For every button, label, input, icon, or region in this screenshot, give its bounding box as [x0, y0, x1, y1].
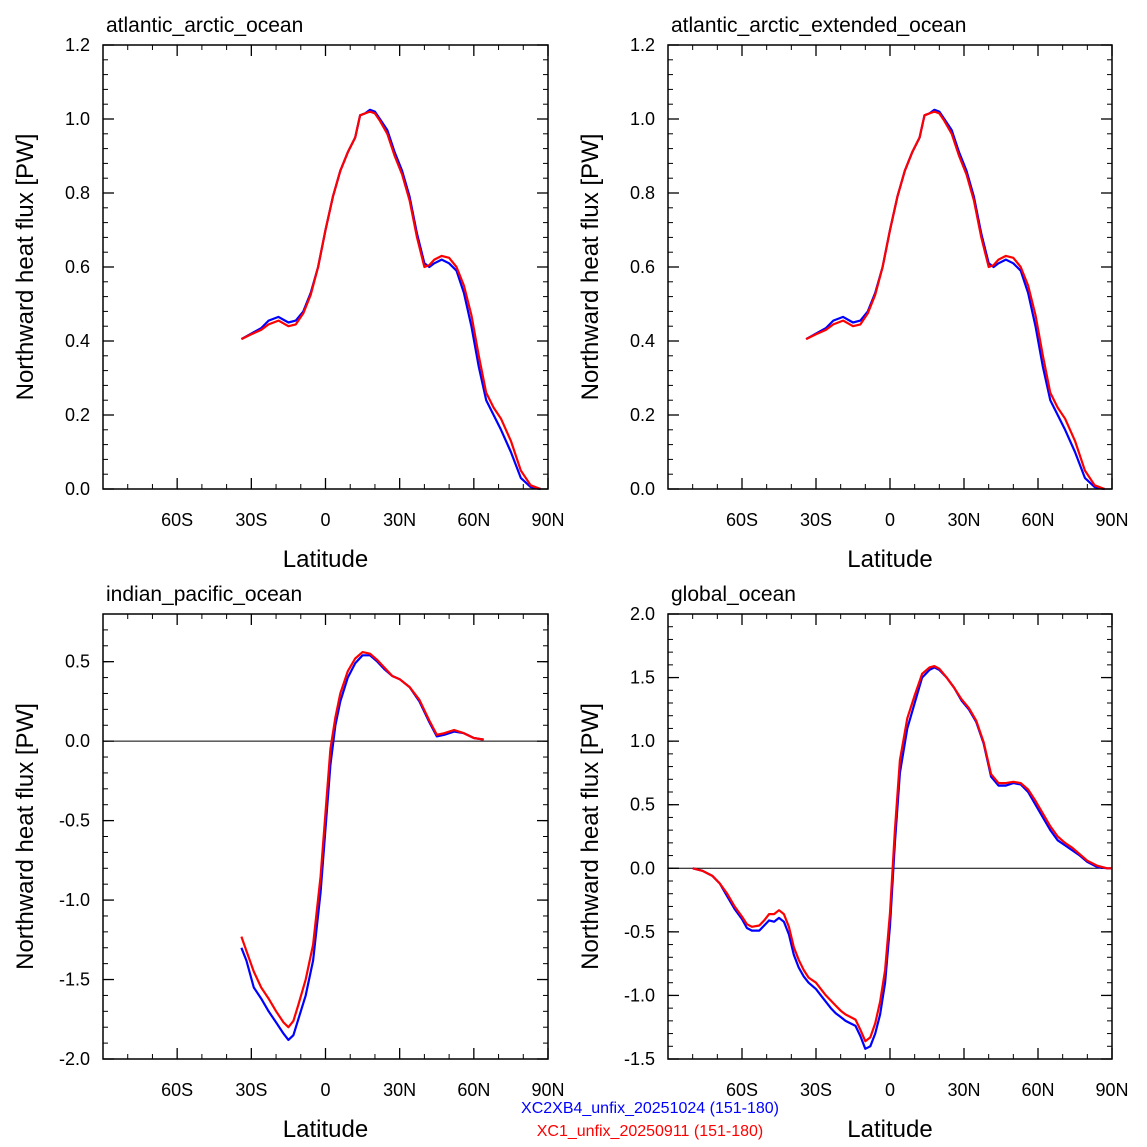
x-tick-label: 30S	[235, 1080, 267, 1100]
plot-frame	[667, 613, 1113, 1060]
x-tick-label: 30N	[383, 1080, 416, 1100]
y-tick-label: 0.5	[65, 652, 90, 672]
x-tick-label: 60S	[726, 510, 758, 530]
x-tick-label: 0	[320, 1080, 330, 1100]
x-tick-label: 30S	[235, 510, 267, 530]
y-tick-label: 1.5	[630, 668, 655, 688]
series-line-red	[692, 665, 1112, 1043]
x-tick-label: 30N	[383, 510, 416, 530]
x-tick-label: 0	[885, 1080, 895, 1100]
series-line-blue	[240, 654, 484, 1041]
x-axis-label: Latitude	[847, 1116, 932, 1143]
y-tick-label: 0.0	[630, 479, 655, 499]
panel-title: atlantic_arctic_ocean	[106, 14, 303, 37]
y-tick-label: -0.5	[624, 922, 655, 942]
x-tick-label: 90N	[1095, 510, 1128, 530]
y-tick-label: 0.5	[630, 795, 655, 815]
panel-title: global_ocean	[671, 583, 796, 606]
y-tick-label: -1.5	[59, 970, 90, 990]
plot-frame	[102, 44, 549, 490]
x-tick-label: 60N	[1021, 1080, 1054, 1100]
plot-frame	[667, 44, 1113, 490]
x-axis-label: Latitude	[283, 1116, 368, 1143]
y-tick-label: 0.6	[630, 257, 655, 277]
y-tick-label: 1.2	[65, 35, 90, 55]
series-line-blue	[805, 108, 1105, 491]
panel-title: indian_pacific_ocean	[106, 583, 302, 606]
y-axis-label: Northward heat flux [PW]	[12, 134, 39, 401]
y-axis-label: Northward heat flux [PW]	[577, 134, 604, 401]
series-line-blue	[692, 666, 1112, 1050]
y-tick-label: 0.8	[65, 183, 90, 203]
series-line-red	[240, 651, 484, 1029]
y-tick-label: -0.5	[59, 811, 90, 831]
x-tick-label: 0	[885, 510, 895, 530]
y-tick-label: 0.0	[65, 479, 90, 499]
y-tick-label: 0.2	[630, 405, 655, 425]
plot-frame	[102, 613, 549, 1060]
x-tick-label: 60N	[457, 510, 490, 530]
y-tick-label: -1.0	[624, 985, 655, 1005]
series-line-blue	[240, 108, 541, 491]
x-tick-label: 90N	[531, 1080, 564, 1100]
y-tick-label: 0.4	[630, 331, 655, 351]
legend-entry-blue: XC2XB4_unfix_20251024 (151-180)	[521, 1100, 779, 1117]
x-tick-label: 60N	[457, 1080, 490, 1100]
x-tick-label: 0	[320, 510, 330, 530]
x-axis-label: Latitude	[847, 546, 932, 573]
panel-title: atlantic_arctic_extended_ocean	[671, 14, 966, 37]
x-tick-label: 30N	[947, 1080, 980, 1100]
x-tick-label: 60S	[726, 1080, 758, 1100]
series-line-red	[240, 110, 541, 491]
panel-atlantic-arctic-ocean: atlantic_arctic_ocean 60S 30S 0 30N 60N 90N 0.0…	[12, 14, 565, 573]
x-tick-label: 30S	[800, 510, 832, 530]
y-tick-label: 1.0	[65, 109, 90, 129]
y-axis-label: Northward heat flux [PW]	[12, 703, 39, 970]
panel-global-ocean: global_ocean 60S 30S 0 30N 60N 90N -1.5 -1.0 -0.5…	[577, 583, 1129, 1143]
x-tick-label: 90N	[1095, 1080, 1128, 1100]
x-tick-label: 90N	[531, 510, 564, 530]
y-tick-label: 1.0	[630, 109, 655, 129]
x-axis-label: Latitude	[283, 546, 368, 573]
y-tick-label: 0.4	[65, 331, 90, 351]
panel-atlantic-arctic-extended-ocean: atlantic_arctic_extended_ocean 60S 30S 0 30N…	[577, 14, 1129, 573]
panel-indian-pacific-ocean: indian_pacific_ocean 60S 30S 0 30N 60N 90N -2.0…	[12, 583, 565, 1143]
legend-entry-red: XC1_unfix_20250911 (151-180)	[536, 1123, 764, 1140]
y-tick-label: -1.5	[624, 1049, 655, 1069]
y-tick-label: 0.6	[65, 257, 90, 277]
y-axis-label: Northward heat flux [PW]	[577, 703, 604, 970]
x-tick-label: 30S	[800, 1080, 832, 1100]
x-tick-label: 60S	[161, 510, 193, 530]
y-tick-label: 0.0	[630, 858, 655, 878]
series-line-red	[805, 110, 1105, 491]
y-tick-label: 1.2	[630, 35, 655, 55]
y-tick-label: 0.0	[65, 731, 90, 751]
x-tick-label: 60S	[161, 1080, 193, 1100]
y-tick-label: 1.0	[630, 731, 655, 751]
y-tick-label: 0.2	[65, 405, 90, 425]
y-tick-label: -1.0	[59, 890, 90, 910]
y-tick-label: -2.0	[59, 1049, 90, 1069]
x-tick-label: 60N	[1021, 510, 1054, 530]
x-tick-label: 30N	[947, 510, 980, 530]
y-tick-label: 0.8	[630, 183, 655, 203]
y-tick-label: 2.0	[630, 604, 655, 624]
